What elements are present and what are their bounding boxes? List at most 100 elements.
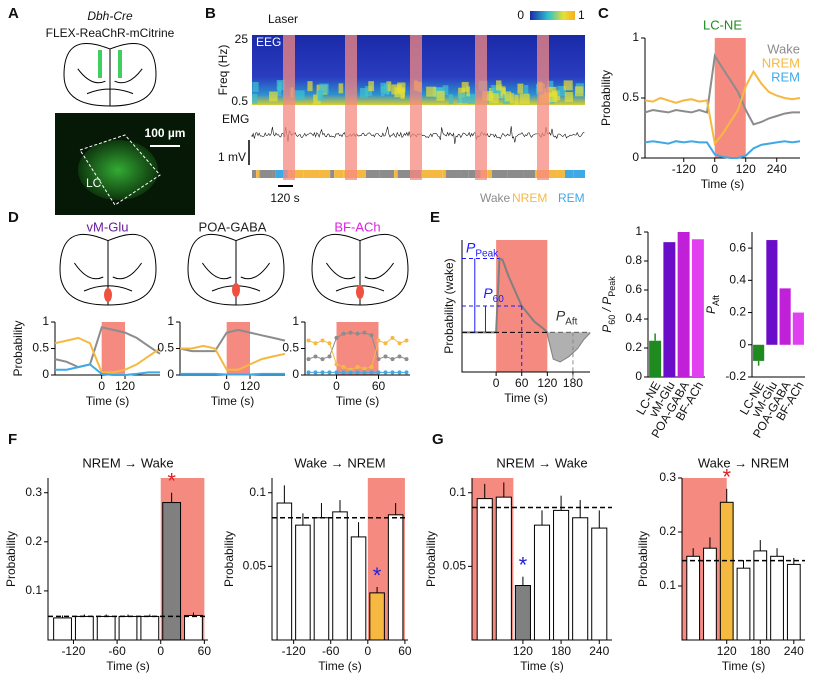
- laser-epoch: [475, 35, 487, 180]
- hypnogram-segment: [272, 170, 276, 178]
- series-marker: [341, 365, 346, 370]
- y-axis-label: Probability: [11, 320, 25, 376]
- spectrogram-burst: [436, 90, 445, 101]
- chart-title: NREM → Wake: [82, 455, 173, 470]
- series-marker: [376, 338, 381, 343]
- emg-label: EMG: [222, 112, 249, 126]
- x-axis-label: Time (s): [722, 659, 766, 673]
- x-axis-label: Time (s): [701, 177, 745, 191]
- series-line: [644, 69, 801, 146]
- y-tick-label: 0.1: [449, 485, 466, 499]
- laser-region: [101, 322, 125, 375]
- series-line: [55, 363, 160, 376]
- bar: [703, 547, 717, 641]
- series-marker: [404, 357, 409, 362]
- y-tick-label: 0.1: [249, 485, 266, 499]
- series-marker: [327, 341, 332, 346]
- panel-letter: D: [8, 209, 19, 226]
- bar: [649, 340, 662, 377]
- series-line: [180, 344, 286, 371]
- x-tick-label: 120: [537, 376, 557, 390]
- chart-title: POA-GABA: [199, 219, 267, 234]
- y-tick-label: 0: [167, 367, 174, 381]
- spectrogram-burst: [514, 94, 519, 105]
- hypnogram-segment: [573, 170, 585, 178]
- laser-epoch: [537, 35, 549, 180]
- y-label-part: Aft: [711, 294, 721, 306]
- bar: [495, 496, 512, 641]
- series-marker: [313, 354, 318, 359]
- x-tick-label: 60: [198, 644, 212, 658]
- after-area: [547, 332, 590, 362]
- hypnogram-segment: [557, 170, 565, 178]
- genotype: Dbh-Cre: [87, 9, 133, 23]
- x-tick-label: 60: [372, 379, 386, 393]
- hypnogram-segment: [445, 170, 461, 178]
- x-tick-label: 120: [115, 379, 135, 393]
- chart-title: BF-ACh: [334, 219, 380, 234]
- bar: [387, 514, 404, 641]
- x-axis-label: Time (s): [504, 391, 548, 405]
- bar: [533, 524, 551, 641]
- construct: FLEX-ReaChR-mCitrine: [46, 26, 175, 40]
- series-marker: [362, 330, 367, 335]
- spectrogram-burst: [564, 92, 574, 103]
- lc-outline: [79, 134, 161, 206]
- bar: [553, 509, 570, 641]
- spectrogram-burst: [426, 86, 437, 97]
- series-marker: [334, 370, 339, 375]
- colorbar-label: 1: [578, 8, 585, 22]
- bar: [770, 555, 784, 641]
- scale-label: 100 µm: [145, 126, 186, 140]
- y-tick-label: 0.4: [729, 273, 746, 287]
- hypnogram-segment: [252, 170, 257, 178]
- hypnogram-segment: [287, 170, 304, 178]
- x-tick-label: 0: [157, 644, 164, 658]
- hypnogram-segment: [365, 170, 380, 178]
- bar: [514, 585, 531, 641]
- spectrogram-burst: [466, 86, 470, 97]
- y-axis-label: P60 / PPeak: [600, 276, 617, 333]
- x-axis-label: Time (s): [336, 394, 380, 408]
- hypnogram-segment: [468, 170, 481, 178]
- brain-outline: [77, 48, 143, 106]
- x-tick-label: -120: [282, 644, 306, 658]
- region-label: LC: [86, 176, 102, 190]
- x-tick-label: -60: [322, 644, 340, 658]
- x-tick-label: 120: [513, 644, 533, 658]
- series-marker: [348, 330, 353, 335]
- colorbar: [530, 11, 575, 20]
- series-marker: [390, 370, 395, 375]
- spectrogram-burst: [504, 91, 512, 102]
- y-tick-label: 0: [739, 337, 746, 351]
- annotation: PAft: [556, 307, 578, 327]
- series-marker: [362, 366, 367, 371]
- spectrogram-burst: [496, 80, 502, 91]
- x-tick-label: 0: [711, 162, 718, 176]
- series-line: [180, 372, 285, 376]
- spectrogram-burst: [557, 85, 567, 96]
- x-tick-label: 60: [515, 376, 529, 390]
- spectrogram-burst: [442, 85, 449, 96]
- spectrogram-burst: [517, 83, 524, 94]
- time-scale-label: 120 s: [270, 191, 299, 205]
- spectrogram-burst: [488, 93, 499, 104]
- series-marker: [376, 370, 381, 375]
- y-tick-label: 1: [635, 224, 642, 238]
- legend-entry: Wake: [767, 41, 800, 56]
- y-label-part: P: [600, 325, 614, 333]
- spectrogram-burst: [549, 92, 558, 103]
- bar: [332, 511, 348, 641]
- stimulation-site: [104, 288, 112, 302]
- series-marker: [383, 370, 388, 375]
- series-marker: [327, 370, 332, 375]
- y-tick-label: 0.05: [243, 559, 267, 573]
- y-tick-label: 0: [292, 367, 299, 381]
- freq-tick: 0.5: [231, 94, 248, 108]
- bar: [74, 615, 94, 641]
- laser-epoch: [345, 35, 357, 180]
- chart-title: vM-Glu: [87, 219, 129, 234]
- x-tick-label: 60: [398, 644, 412, 658]
- spectrogram-burst: [269, 91, 278, 102]
- spectrogram-burst: [482, 91, 493, 102]
